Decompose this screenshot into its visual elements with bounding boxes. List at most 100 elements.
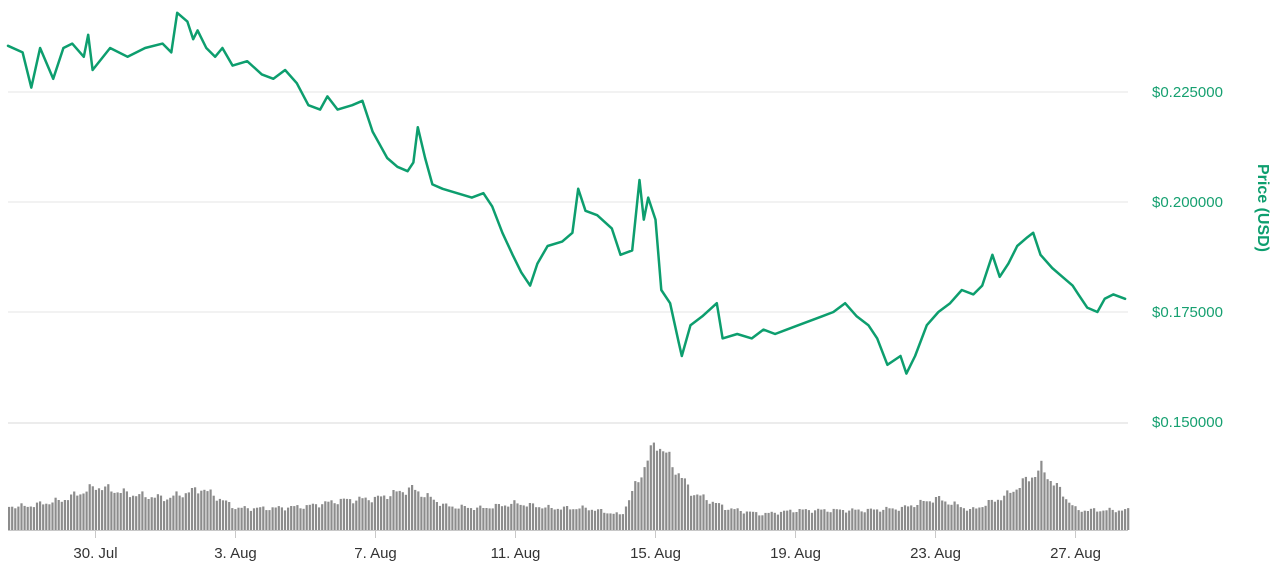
volume-bar [516,503,519,530]
volume-bar [1009,492,1012,530]
volume-bar [66,500,70,530]
volume-bar [714,503,717,530]
volume-bar [101,490,104,530]
price-point [144,47,147,49]
volume-bar [212,495,215,530]
volume-bar [327,501,330,530]
volume-bar [88,484,91,530]
price-point [416,126,419,129]
volume-bar [742,513,745,530]
volume-bar [1027,481,1031,530]
volume-bar [1117,510,1120,530]
volume-bar [138,494,141,530]
volume-bar [153,497,156,530]
price-point [482,192,485,195]
volume-bar [367,500,370,530]
volume-bar [1049,481,1052,530]
price-point [1096,311,1099,313]
volume-bar [677,473,680,530]
price-point [647,196,650,199]
volume-bar [649,445,652,530]
volume-bar [1099,511,1102,530]
price-series [6,11,1127,375]
price-point [949,302,951,305]
volume-bar [606,513,609,530]
volume-bar [42,504,45,530]
volume-bar [407,487,411,530]
volume-bar [268,510,271,530]
volume-bar [20,503,23,530]
volume-bar [910,505,913,530]
price-point [886,363,889,366]
volume-bar [631,491,634,530]
y-tick-label: $0.175000 [1152,304,1223,321]
volume-bar [457,508,460,530]
volume-bar [535,507,538,530]
volume-bar [913,507,916,530]
volume-bar [869,508,872,530]
volume-bar [392,490,395,530]
price-point [571,231,574,234]
volume-bar [485,508,488,530]
volume-bar [460,504,463,530]
volume-bar [132,495,135,530]
volume-bar [615,512,618,530]
volume-bar [14,508,17,530]
volume-bar [959,507,962,530]
volume-bar [466,507,469,530]
volume-bar [411,485,414,530]
volume-bar [947,504,950,530]
volume-bar [386,499,389,530]
price-point [1039,253,1042,256]
volume-bar [380,496,383,530]
volume-bar [807,510,810,530]
volume-bar [531,503,535,530]
volume-bar [1080,511,1083,530]
price-point [371,130,374,133]
volume-bar [823,509,826,530]
volume-bar [361,498,364,530]
price-point [797,324,800,327]
volume-bar [897,510,900,530]
volume-bar [454,508,457,530]
volume-bar [544,507,547,530]
volume-bar [1043,472,1046,530]
price-point [91,69,94,71]
volume-bar [882,509,885,530]
volume-bar [572,509,575,530]
volume-bar [628,500,631,530]
volume-bar [1089,508,1093,530]
volume-bar [497,504,500,530]
price-point [361,99,364,102]
volume-bar [420,496,423,530]
volume-bar [1068,502,1071,530]
volume-bar [541,508,544,530]
volume-bar [1058,486,1062,530]
price-point [246,60,249,63]
volume-bar [786,510,789,530]
volume-bar [590,509,593,530]
volume-bar [110,491,113,530]
volume-bar [885,506,888,530]
price-point [736,333,739,335]
volume-bar [175,491,178,530]
volume-bar [851,508,854,530]
volume-bar [435,502,438,530]
price-point [750,337,753,340]
volume-bar [1031,477,1034,530]
volume-bar [35,502,39,530]
volume-bar [426,493,429,530]
price-point [30,86,33,89]
volume-bar [1037,470,1040,530]
volume-bar [1114,512,1117,530]
volume-bar [556,508,559,530]
volume-bar [342,498,345,530]
y-tick-label: $0.225000 [1152,84,1223,101]
volume-bar [876,509,879,530]
price-point [231,64,234,67]
volume-bar [1074,506,1077,530]
volume-bar [969,509,972,530]
volume-bar [609,513,612,530]
price-point [899,355,902,357]
volume-bar [184,493,187,530]
